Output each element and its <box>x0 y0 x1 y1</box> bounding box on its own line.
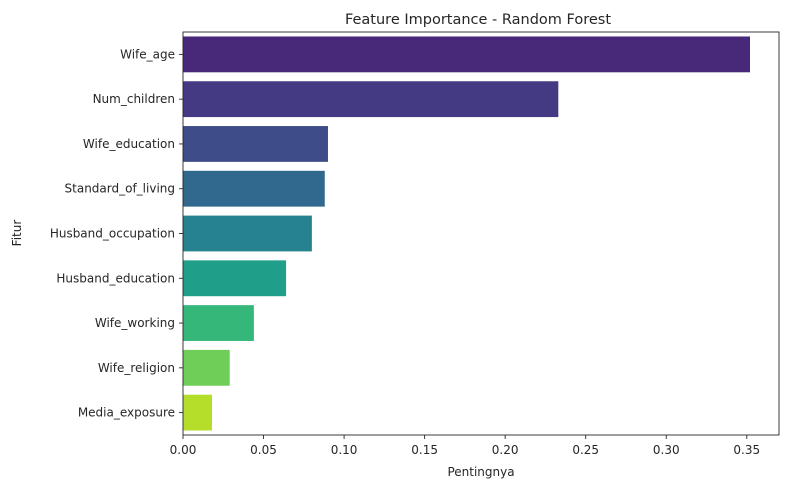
bar-husband-occupation <box>183 215 312 252</box>
x-ticks-group: 0.00 0.05 0.10 0.15 0.20 0.25 0.30 0.35 <box>170 435 760 457</box>
y-tick-label: Wife_working <box>95 316 175 330</box>
y-tick-label: Wife_religion <box>98 361 175 375</box>
y-ticks-group: Wife_age Num_children Wife_education Standa… <box>50 47 183 420</box>
bar-num-children <box>183 81 559 118</box>
x-axis-label: Pentingnya <box>447 465 514 479</box>
bar-standard-of-living <box>183 170 325 207</box>
chart-title: Feature Importance - Random Forest <box>345 12 611 28</box>
y-tick-label: Standard_of_living <box>65 182 175 196</box>
bar-wife-age <box>183 36 751 73</box>
y-tick-label: Wife_education <box>83 137 175 151</box>
y-axis-label: Fitur <box>10 220 24 247</box>
bar-husband-education <box>183 260 287 297</box>
x-tick-label: 0.15 <box>411 443 438 457</box>
x-tick-label: 0.10 <box>331 443 358 457</box>
bar-wife-education <box>183 126 328 162</box>
bar-wife-working <box>183 305 254 341</box>
y-tick-label: Num_children <box>93 92 175 106</box>
plot-frame <box>182 31 780 436</box>
bars-group <box>183 36 751 431</box>
x-tick-label: 0.05 <box>250 443 277 457</box>
x-tick-label: 0.00 <box>170 443 197 457</box>
y-tick-label: Media_exposure <box>78 406 175 420</box>
x-tick-label: 0.20 <box>492 443 519 457</box>
bar-wife-religion <box>183 349 230 386</box>
x-tick-label: 0.35 <box>733 443 760 457</box>
y-tick-label: Wife_age <box>120 47 175 61</box>
y-tick-label: Husband_education <box>56 271 175 285</box>
x-tick-label: 0.30 <box>653 443 680 457</box>
y-tick-label: Husband_occupation <box>50 227 175 241</box>
bar-media-exposure <box>183 394 212 431</box>
x-tick-label: 0.25 <box>572 443 599 457</box>
